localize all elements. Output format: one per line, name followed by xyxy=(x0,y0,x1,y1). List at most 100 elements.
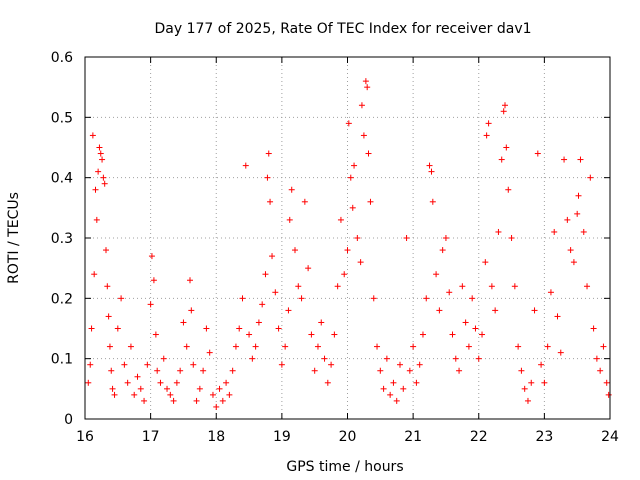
data-point xyxy=(374,343,381,350)
data-point xyxy=(285,307,292,314)
data-point xyxy=(131,391,138,398)
data-point xyxy=(298,295,305,302)
data-point xyxy=(442,235,449,241)
data-point xyxy=(561,156,568,163)
data-point xyxy=(106,343,113,350)
data-point xyxy=(318,319,325,326)
data-point xyxy=(95,168,102,175)
data-point xyxy=(292,247,298,254)
data-point xyxy=(403,235,410,241)
data-point xyxy=(164,385,171,392)
data-point xyxy=(193,397,200,404)
data-point xyxy=(574,210,581,217)
data-point xyxy=(344,247,351,254)
data-point xyxy=(515,343,522,350)
data-point xyxy=(160,355,167,362)
data-point xyxy=(605,391,612,398)
x-tick-label: 17 xyxy=(142,429,160,445)
y-tick-label: 0 xyxy=(64,412,73,428)
data-point xyxy=(114,325,121,332)
data-point xyxy=(111,391,118,398)
data-point xyxy=(397,361,403,368)
data-point xyxy=(446,289,453,296)
data-point xyxy=(416,361,423,368)
data-point xyxy=(141,397,148,404)
data-point xyxy=(349,204,356,211)
data-point xyxy=(124,379,131,386)
data-point xyxy=(377,367,384,374)
data-point xyxy=(518,367,525,374)
data-point xyxy=(109,385,116,392)
data-point xyxy=(269,253,276,260)
data-point xyxy=(246,331,253,338)
data-point xyxy=(419,331,426,338)
chart-title: Day 177 of 2025, Rate Of TEC Index for r… xyxy=(154,21,531,37)
data-point xyxy=(436,307,443,314)
data-point xyxy=(345,120,352,127)
data-point xyxy=(521,385,528,392)
data-point xyxy=(597,367,604,374)
data-point xyxy=(92,186,99,193)
data-point xyxy=(387,391,394,398)
x-tick-labels: 16 17 18 19 20 21 22 23 24 xyxy=(76,429,619,445)
data-point xyxy=(357,259,364,266)
data-point xyxy=(462,319,469,326)
data-point xyxy=(452,355,459,362)
data-point xyxy=(127,343,134,350)
data-point xyxy=(367,198,374,205)
axis-ticks xyxy=(84,56,611,420)
y-tick-label: 0.1 xyxy=(51,352,73,368)
data-point xyxy=(364,84,371,91)
data-point xyxy=(439,247,446,254)
data-point xyxy=(252,343,259,350)
x-tick-label: 23 xyxy=(535,429,553,445)
data-point xyxy=(255,319,262,326)
data-point xyxy=(433,271,440,278)
data-point xyxy=(472,325,479,332)
data-point xyxy=(600,343,607,350)
data-point xyxy=(551,228,558,235)
data-point xyxy=(97,150,104,157)
data-point xyxy=(331,331,338,338)
data-point xyxy=(406,367,413,374)
data-point xyxy=(144,361,151,368)
x-axis-label: GPS time / hours xyxy=(286,459,403,475)
data-point xyxy=(288,186,295,193)
y-tick-label: 0.2 xyxy=(51,291,73,307)
data-point xyxy=(209,391,216,398)
data-point xyxy=(137,385,144,392)
data-point xyxy=(575,192,582,199)
data-point xyxy=(360,132,367,139)
data-point xyxy=(311,367,318,374)
data-point xyxy=(265,150,272,157)
data-point xyxy=(564,216,571,223)
data-point xyxy=(531,307,538,314)
x-tick-label: 16 xyxy=(76,429,94,445)
data-point xyxy=(483,132,490,139)
data-point xyxy=(93,216,100,223)
data-point xyxy=(173,379,180,386)
data-point xyxy=(213,403,220,410)
data-point xyxy=(544,343,551,350)
data-point xyxy=(429,198,436,205)
data-point xyxy=(103,247,109,254)
data-point xyxy=(314,343,321,350)
data-point xyxy=(167,391,174,398)
data-point xyxy=(88,325,95,332)
data-point xyxy=(587,174,594,181)
data-point xyxy=(180,319,187,326)
data-point xyxy=(154,367,161,374)
y-tick-labels: 0 0.1 0.2 0.3 0.4 0.5 0.6 xyxy=(51,50,73,428)
data-point xyxy=(203,325,210,332)
data-point xyxy=(91,271,98,278)
data-point xyxy=(492,307,499,314)
data-point xyxy=(400,385,407,392)
data-point xyxy=(423,295,430,302)
data-point xyxy=(482,259,489,266)
data-point xyxy=(170,397,177,404)
data-point xyxy=(305,265,312,272)
data-point xyxy=(262,271,269,278)
data-point xyxy=(354,235,361,241)
data-point xyxy=(232,343,239,350)
data-point xyxy=(219,397,226,404)
